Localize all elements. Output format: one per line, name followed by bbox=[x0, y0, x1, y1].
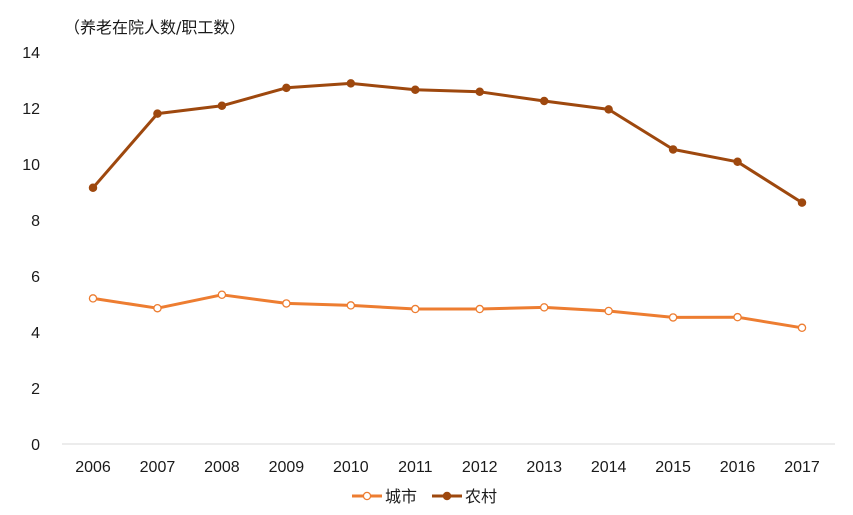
data-point bbox=[539, 96, 549, 106]
data-point bbox=[411, 85, 420, 95]
axis-layer: 0 2 4 6 8 10 12 14 2006 2007 2008 2009 2010 2011 2012 2… bbox=[22, 45, 835, 476]
x-tick-label: 2006 bbox=[75, 459, 111, 476]
data-point bbox=[797, 198, 807, 207]
y-tick-label: 4 bbox=[31, 325, 40, 342]
data-point bbox=[475, 87, 484, 97]
data-point bbox=[733, 312, 742, 322]
data-point bbox=[346, 79, 356, 88]
y-tick-label: 12 bbox=[22, 101, 40, 118]
legend-label: 农村 bbox=[465, 487, 497, 506]
data-point bbox=[217, 101, 227, 111]
legend: 城市 农村 bbox=[352, 487, 497, 506]
data-point bbox=[282, 83, 291, 93]
x-tick-label: 2015 bbox=[655, 459, 691, 476]
data-point bbox=[346, 301, 356, 310]
y-tick-label: 10 bbox=[22, 157, 40, 174]
data-point bbox=[604, 306, 613, 316]
series-line bbox=[91, 293, 804, 330]
x-tick-label: 2009 bbox=[269, 459, 305, 476]
y-tick-label: 14 bbox=[22, 45, 40, 62]
data-point bbox=[282, 299, 291, 308]
x-tick-label: 2017 bbox=[784, 459, 820, 476]
x-tick-label: 2008 bbox=[204, 459, 240, 476]
data-point bbox=[475, 304, 484, 314]
y-tick-label: 0 bbox=[31, 437, 40, 454]
y-tick-label: 8 bbox=[31, 213, 40, 230]
series-line bbox=[91, 81, 804, 205]
data-point bbox=[539, 303, 549, 312]
x-tick-label: 2016 bbox=[720, 459, 756, 476]
x-tick-label: 2007 bbox=[140, 459, 176, 476]
data-point bbox=[88, 294, 98, 303]
legend-marker bbox=[442, 491, 452, 501]
data-point bbox=[668, 313, 678, 322]
legend-label: 城市 bbox=[385, 487, 417, 506]
x-tick-label: 2012 bbox=[462, 459, 498, 476]
legend-item: 农村 bbox=[432, 487, 497, 506]
x-tick-label: 2010 bbox=[333, 459, 369, 476]
data-point bbox=[668, 145, 678, 154]
data-point bbox=[411, 304, 420, 314]
series-urban bbox=[88, 290, 807, 333]
data-point bbox=[604, 105, 613, 114]
data-point bbox=[153, 303, 162, 313]
legend-item: 城市 bbox=[352, 487, 417, 506]
series-rural bbox=[88, 79, 807, 207]
x-tick-label: 2013 bbox=[526, 459, 562, 476]
data-point bbox=[153, 109, 162, 118]
unit-label: （养老在院人数/职工数） bbox=[64, 18, 246, 37]
data-point bbox=[733, 157, 742, 167]
x-tick-label: 2014 bbox=[591, 459, 627, 476]
data-point bbox=[88, 183, 98, 193]
series-layer bbox=[88, 79, 807, 333]
y-tick-label: 6 bbox=[31, 269, 40, 286]
y-tick-label: 2 bbox=[31, 381, 40, 398]
data-point bbox=[217, 290, 227, 300]
x-tick-label: 2011 bbox=[398, 459, 433, 476]
legend-marker bbox=[362, 491, 372, 501]
data-point bbox=[797, 323, 807, 333]
